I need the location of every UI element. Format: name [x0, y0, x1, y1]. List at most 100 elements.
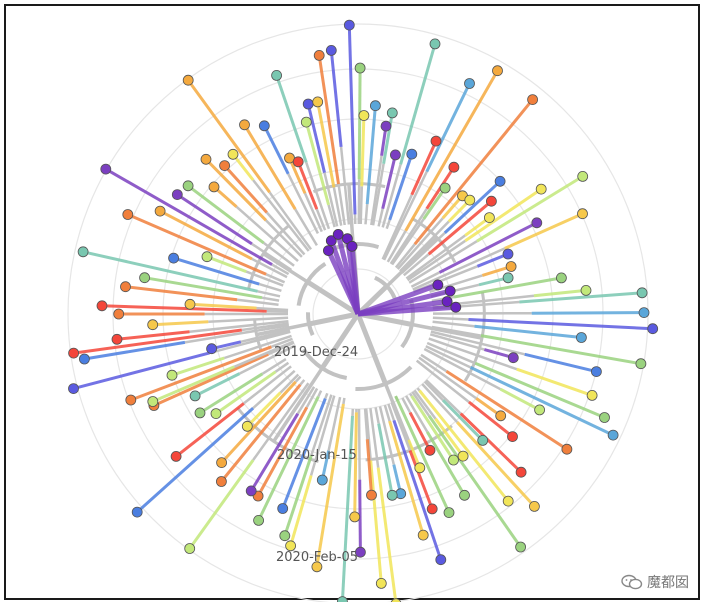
- leaf-node: [485, 195, 497, 207]
- leaf-node: [464, 78, 475, 89]
- leaf-branch: [125, 285, 238, 302]
- leaf-branch: [469, 366, 614, 437]
- leaf-node: [184, 543, 196, 554]
- leaf-node: [577, 208, 588, 220]
- branch-stem: [423, 347, 502, 391]
- leaf-branch: [249, 412, 300, 492]
- branch-stem: [241, 322, 289, 332]
- leaf-node: [300, 116, 312, 128]
- branch-arc: [306, 312, 315, 336]
- leaf-branch: [408, 449, 434, 510]
- purple-node: [322, 245, 334, 257]
- purple-node: [444, 285, 456, 297]
- leaf-branch: [176, 193, 253, 246]
- leaf-branch: [199, 372, 264, 415]
- purple-node: [450, 301, 462, 313]
- leaf-node: [505, 261, 517, 272]
- leaf-branch: [231, 153, 255, 181]
- leaf-branch: [357, 67, 362, 180]
- leaf-node: [448, 161, 460, 173]
- branch-stem: [423, 380, 444, 402]
- leaf-node: [271, 70, 283, 81]
- date-label-jan15: 2020-Jan-15: [277, 448, 357, 463]
- branch-stem: [303, 192, 323, 233]
- branch-stem: [396, 217, 444, 270]
- leaf-branch: [306, 103, 326, 173]
- leaf-node: [366, 489, 377, 501]
- branch-stem: [389, 208, 428, 265]
- leaf-branch: [257, 395, 320, 522]
- leaf-branch: [194, 372, 241, 398]
- leaf-branch: [73, 351, 210, 391]
- leaf-node: [154, 205, 166, 217]
- leaf-node: [429, 38, 441, 50]
- branch-stem: [381, 194, 413, 260]
- leaf-branch: [388, 153, 414, 221]
- branch-arc: [301, 348, 348, 380]
- branch-stem: [332, 187, 343, 226]
- leaf-node: [77, 246, 89, 258]
- leaf-branch: [262, 125, 290, 175]
- branch-stem: [377, 208, 384, 227]
- leaf-node: [515, 541, 526, 553]
- leaf-node: [389, 149, 401, 161]
- leaf-branch: [223, 164, 268, 214]
- branch-stem: [256, 306, 289, 312]
- branch-stem: [294, 375, 302, 383]
- leaf-node: [380, 120, 392, 132]
- leaf-node: [302, 98, 314, 110]
- leaf-node: [448, 454, 459, 466]
- branch-trunk: [272, 367, 324, 443]
- leaf-branch: [410, 140, 438, 196]
- leaf-node: [206, 343, 218, 355]
- leaf-node: [215, 476, 227, 487]
- branch-stem: [382, 171, 428, 261]
- leaf-node: [483, 212, 495, 224]
- branch-stem: [235, 205, 299, 263]
- leaf-branch: [136, 406, 255, 514]
- leaf-branch: [304, 121, 331, 206]
- leaf-branch: [246, 391, 282, 428]
- branch-stem: [305, 387, 319, 408]
- radial-tree-chart: 2019-Dec-24 2020-Jan-15 2020-Feb-05: [67, 19, 659, 602]
- branch-stem: [208, 316, 289, 324]
- branch-stem: [184, 324, 290, 344]
- branch-trunk: [355, 311, 388, 387]
- leaf-node: [443, 507, 455, 519]
- leaf-node: [494, 175, 506, 187]
- leaf-branch: [101, 304, 267, 313]
- branch-stem: [420, 353, 448, 373]
- leaf-node: [245, 485, 257, 497]
- leaf-node: [577, 170, 589, 182]
- branch-stem: [391, 218, 425, 266]
- leaf-branch: [186, 79, 271, 194]
- branch-stem: [287, 173, 320, 234]
- leaf-branch: [531, 311, 645, 315]
- leaf-branch: [340, 415, 354, 602]
- leaf-branch: [105, 167, 273, 266]
- leaf-branch: [288, 157, 307, 194]
- leaf-node: [459, 489, 470, 501]
- leaf-node: [354, 62, 366, 74]
- leaf-branch: [144, 276, 263, 300]
- branch-stem: [315, 208, 327, 231]
- leaf-branch: [464, 187, 543, 243]
- leaf-node: [535, 183, 547, 195]
- leaf-node: [534, 404, 545, 416]
- leaf-branch: [519, 291, 643, 304]
- leaf-branch: [418, 389, 510, 503]
- leaf-node: [194, 407, 206, 419]
- leaf-node: [227, 148, 239, 160]
- branch-stem: [386, 230, 407, 263]
- leaf-branch: [376, 467, 398, 602]
- leaf-node: [495, 410, 507, 422]
- branch-stem: [339, 146, 351, 225]
- leaf-node: [325, 45, 337, 56]
- leaf-node: [131, 506, 143, 518]
- branch-stem: [402, 253, 430, 277]
- branch-arc: [355, 365, 413, 392]
- leaf-node: [591, 366, 602, 378]
- leaf-node: [386, 107, 398, 119]
- leaf-branch: [438, 221, 538, 274]
- date-axis-labels: 2019-Dec-24 2020-Jan-15 2020-Feb-05: [274, 345, 358, 565]
